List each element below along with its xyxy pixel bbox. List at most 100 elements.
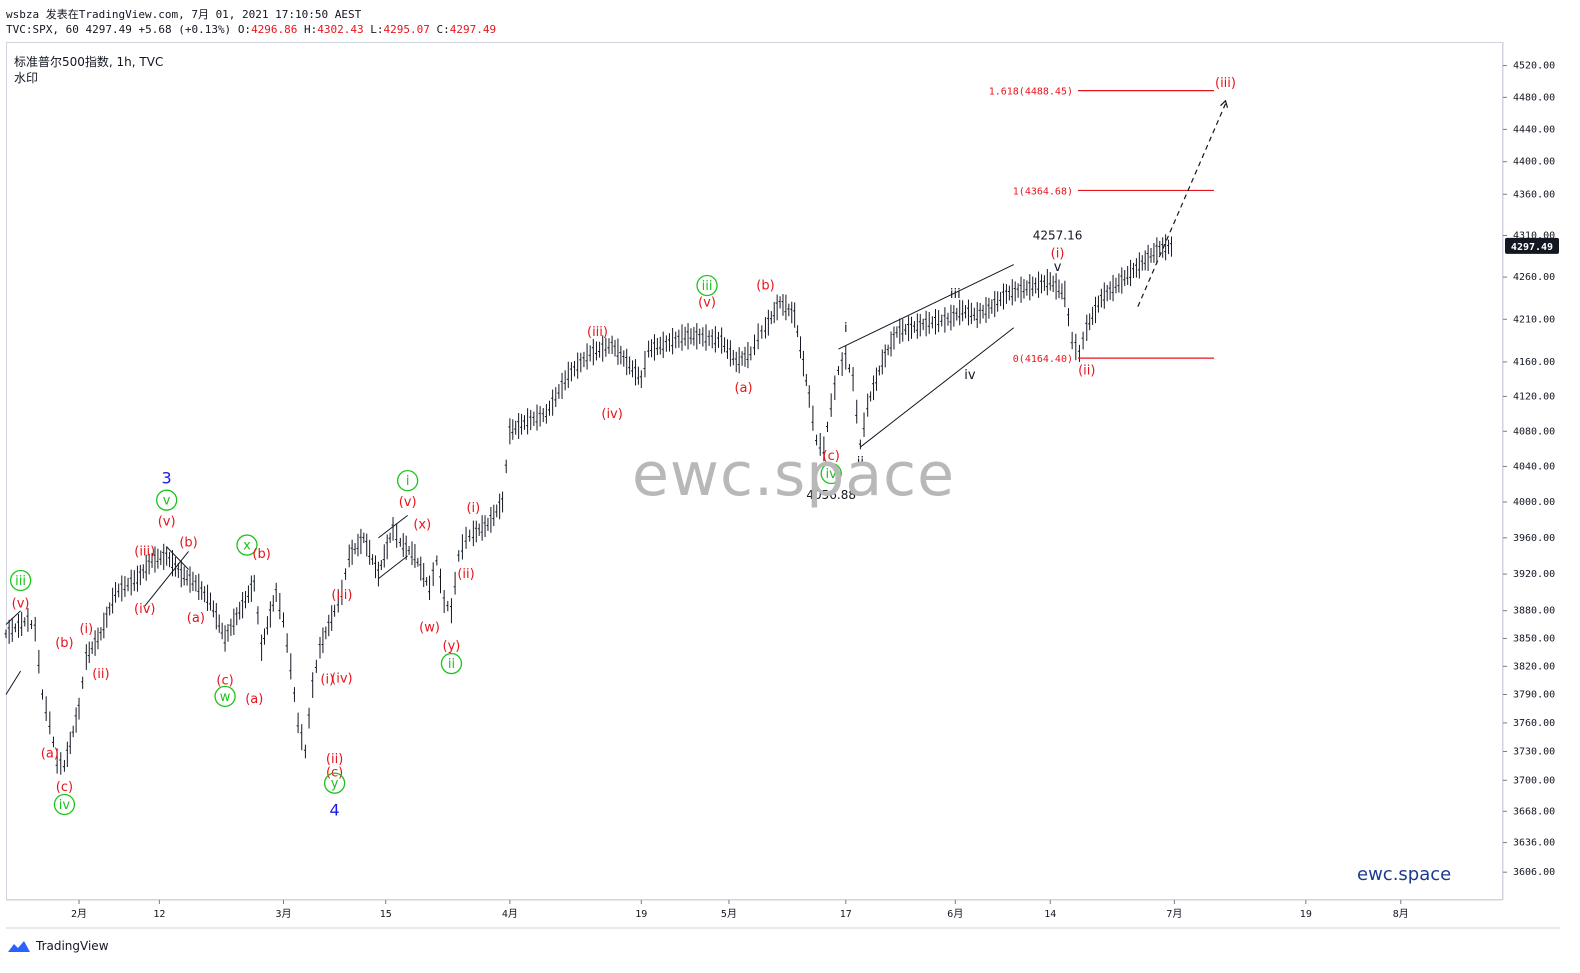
wave-label: (b) [756, 279, 774, 294]
symbol-legend: 标准普尔500指数, 1h, TVC 水印 [14, 54, 163, 86]
wave-circle [820, 462, 842, 485]
price-tick-label: 3920.00 [1513, 569, 1555, 580]
time-tick-label: 19 [635, 909, 647, 920]
channel-line[interactable] [5, 610, 21, 625]
wave-circle [440, 652, 463, 675]
wedge-lower-line[interactable] [860, 327, 1015, 448]
channel-line[interactable] [378, 555, 408, 580]
price-tick-label: 4210.00 [1513, 314, 1555, 325]
wave-label: (i) [320, 672, 334, 687]
price-tick-label: 3820.00 [1513, 661, 1555, 672]
price-tick-label: 3880.00 [1513, 606, 1555, 617]
time-tick-label: 2月 [71, 908, 87, 920]
wave-label: (ii) [1078, 364, 1095, 379]
wave-label: (ii) [92, 667, 109, 682]
wave-label: (v) [158, 515, 176, 530]
time-tick-label: 7月 [1166, 908, 1182, 920]
wave-label: (iv) [601, 407, 622, 422]
time-tick-label: 8月 [1393, 908, 1409, 920]
price-tick-label: 4000.00 [1513, 497, 1555, 508]
close-label: C: [436, 23, 450, 36]
projection-arrow-head [1220, 99, 1229, 108]
wedge-upper-line[interactable] [838, 264, 1014, 350]
current-price-label: 4297.49 [1511, 242, 1553, 253]
current-price-tag [1505, 237, 1559, 254]
wave-label: ii [448, 657, 455, 672]
wave-label: iv [59, 798, 71, 813]
price-tick-label: 3700.00 [1513, 775, 1555, 786]
time-tick-label: 4月 [502, 908, 518, 920]
price-tick-label: 3790.00 [1513, 689, 1555, 700]
wave-label: (iii) [331, 588, 352, 603]
price-tick-label: 3960.00 [1513, 533, 1555, 544]
price-tick-label: 4080.00 [1513, 426, 1555, 437]
price-tick-label: 3606.00 [1513, 867, 1555, 878]
wave-label: (iv) [134, 602, 155, 617]
wave-label: i [844, 321, 848, 336]
wave-label: (i) [1051, 247, 1065, 262]
price-tick-label: 3730.00 [1513, 746, 1555, 757]
watermark-text: ewc.space [632, 440, 956, 510]
wave-circle [214, 685, 236, 708]
wave-label: (v) [698, 295, 716, 310]
wave-label: (a) [187, 611, 205, 626]
projection-arrow-line[interactable] [1137, 103, 1227, 307]
wave-label: iii [950, 287, 961, 302]
price-change: +5.68 (+0.13%) [138, 23, 232, 36]
wave-circle [156, 489, 178, 511]
price-tick-label: 4400.00 [1513, 157, 1555, 168]
wave-label: (iii) [134, 544, 155, 559]
wave-label: iii [702, 279, 713, 294]
price-tick-label: 4440.00 [1513, 124, 1555, 135]
wave-label: (c) [823, 449, 840, 464]
wave-label: (b) [55, 636, 73, 651]
wave-label: (b) [179, 535, 197, 550]
wave-label: i [406, 474, 410, 489]
publish-info: wsbza 发表在TradingView.com, 7月 01, 2021 17… [6, 8, 362, 21]
time-tick-label: 12 [153, 909, 165, 920]
wave-label: (c) [216, 673, 233, 688]
wave-label: (a) [245, 692, 263, 707]
low-value: 4295.07 [383, 23, 430, 36]
open-label: O: [237, 23, 252, 36]
price-tick-label: 4160.00 [1513, 357, 1555, 368]
time-tick-label: 5月 [721, 908, 737, 920]
wave-label: (a) [734, 381, 752, 396]
wave-label: (w) [419, 620, 440, 635]
wave-label: (b) [252, 547, 270, 562]
wave-label: ii [857, 455, 864, 470]
fib-1618-label: 1.618(4488.45) [989, 87, 1073, 98]
wave-label: (a) [41, 746, 59, 761]
wave-label: (i) [466, 501, 480, 516]
wave-label: (v) [399, 495, 417, 510]
wave-label: (i) [79, 622, 93, 637]
time-tick-label: 14 [1044, 909, 1056, 920]
tradingview-cloud-icon [8, 941, 30, 952]
wave-label: y [331, 777, 339, 792]
fib-1-label: 1(4364.68) [1013, 186, 1073, 197]
wave-circle [53, 793, 76, 816]
wave-circle [323, 772, 346, 794]
ticker[interactable]: TVC:SPX, 60 [6, 23, 79, 36]
wave-label: v [163, 494, 171, 509]
triangle-line[interactable] [144, 551, 189, 607]
close-value: 4297.49 [449, 23, 497, 36]
channel-line[interactable] [5, 670, 22, 695]
wave-label: (x) [413, 517, 431, 532]
tradingview-logo-text: TradingView [36, 939, 109, 953]
wave-label: 4056.88 [806, 488, 856, 502]
price-tick-label: 4120.00 [1513, 391, 1555, 402]
price-tick-label: 3668.00 [1513, 806, 1555, 817]
wave-label: (iii) [1215, 76, 1236, 91]
tradingview-logo[interactable]: TradingView [6, 938, 109, 954]
fib-0-label: 0(4164.40) [1013, 354, 1073, 365]
wave-label: 4257.16 [1033, 228, 1083, 242]
wave-label: w [220, 690, 231, 705]
time-tick-label: 17 [840, 909, 852, 920]
channel-line[interactable] [378, 514, 408, 539]
price-tick-label: 4360.00 [1513, 189, 1555, 200]
triangle-line[interactable] [166, 546, 189, 570]
wave-circle [696, 274, 718, 297]
symbol-title[interactable]: 标准普尔500指数, 1h, TVC [14, 55, 164, 69]
